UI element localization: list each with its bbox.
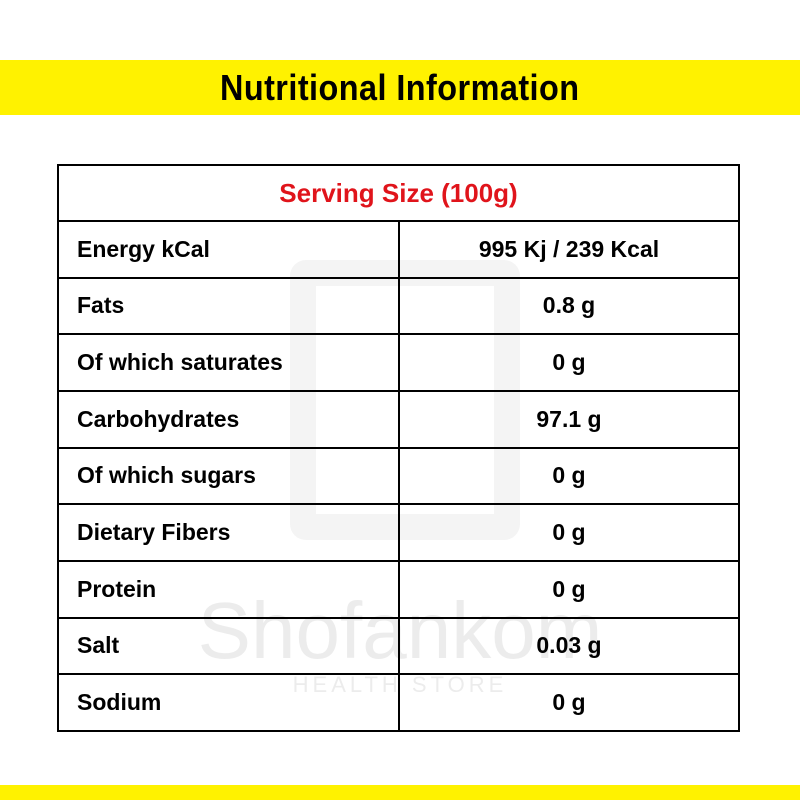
nutrient-name: Energy kCal <box>57 220 400 279</box>
nutrient-amount: 0.8 g <box>398 276 740 336</box>
serving-size: Serving Size (100g) <box>57 164 740 222</box>
nutrient-row: Of which sugars 0 g <box>57 446 740 506</box>
nutrient-row: Salt 0.03 g <box>57 616 740 676</box>
nutrition-table: Serving Size (100g) Energy kCal 995 Kj / … <box>57 164 740 732</box>
nutrient-amount: 97.1 g <box>398 389 740 449</box>
nutrient-row: Fats 0.8 g <box>57 276 740 336</box>
nutrient-amount: 0 g <box>398 446 740 506</box>
bottom-band <box>0 785 800 800</box>
table-body: Energy kCal 995 Kj / 239 Kcal Fats 0.8 g Of … <box>57 220 740 732</box>
nutrient-name: Protein <box>57 559 400 619</box>
nutrient-row: Sodium 0 g <box>57 673 740 732</box>
nutrient-name: Sodium <box>57 673 400 732</box>
nutrient-name: Salt <box>57 616 400 676</box>
nutrient-row: Dietary Fibers 0 g <box>57 503 740 562</box>
nutrient-amount: 0 g <box>398 673 740 732</box>
nutrient-name: Carbohydrates <box>57 389 400 449</box>
nutrient-row: Protein 0 g <box>57 559 740 619</box>
nutrient-amount: 995 Kj / 239 Kcal <box>398 220 740 279</box>
nutrient-row: Of which saturates 0 g <box>57 333 740 392</box>
nutrient-amount: 0 g <box>398 503 740 562</box>
nutrient-name: Dietary Fibers <box>57 503 400 562</box>
nutrient-row: Energy kCal 995 Kj / 239 Kcal <box>57 220 740 279</box>
nutrient-name: Of which saturates <box>57 333 400 392</box>
caption-row: Serving Size (100g) <box>57 164 740 222</box>
title-band: Nutritional Information <box>0 60 800 115</box>
table-head: Serving Size (100g) <box>57 164 740 222</box>
nutrient-row: Carbohydrates 97.1 g <box>57 389 740 449</box>
nutrient-name: Of which sugars <box>57 446 400 506</box>
nutrient-name: Fats <box>57 276 400 336</box>
nutrient-amount: 0 g <box>398 559 740 619</box>
title: Nutritional Information <box>220 66 580 108</box>
nutrient-amount: 0 g <box>398 333 740 392</box>
nutrient-amount: 0.03 g <box>398 616 740 676</box>
